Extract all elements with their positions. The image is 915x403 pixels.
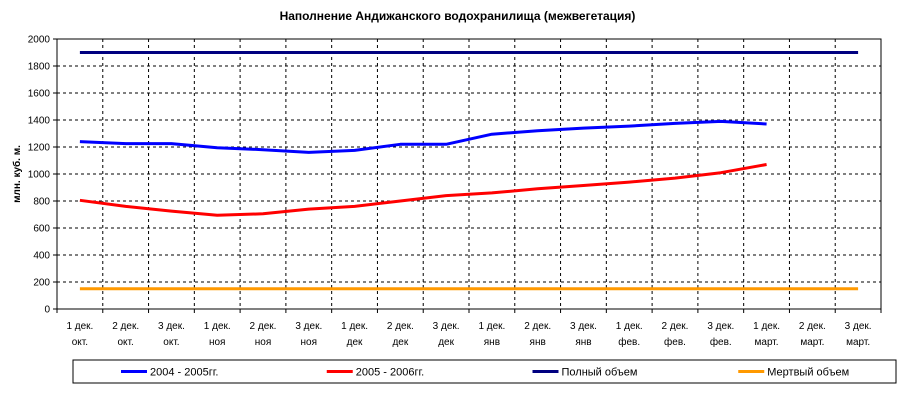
x-tick-label-line1: 2 дек. — [662, 321, 689, 332]
x-tick-label-line2: дек — [438, 337, 454, 348]
x-tick-label-line2: март. — [800, 337, 824, 348]
x-tick-label-line2: дек — [347, 337, 363, 348]
y-tick-label: 1600 — [28, 89, 51, 100]
x-tick-label-line2: окт. — [163, 337, 179, 348]
legend: 2004 - 2005гг. 2005 - 2006гг. Полный объем… — [72, 359, 897, 384]
x-tick-label-line1: 1 дек. — [616, 321, 643, 332]
x-tick-label: 2 дек. окт. — [112, 321, 139, 348]
x-tick-label-line2: янв — [575, 337, 591, 348]
x-tick-label-line2: ноя — [209, 337, 226, 348]
x-tick-label-line2: янв — [484, 337, 500, 348]
x-tick-label: 3 дек. март. — [845, 321, 872, 348]
series-line-1 — [79, 119, 767, 154]
x-tick-label-line2: янв — [530, 337, 546, 348]
x-tick-label-line1: 3 дек. — [158, 321, 185, 332]
x-tick-label-line1: 2 дек. — [387, 321, 414, 332]
x-tick-label-line1: 3 дек. — [295, 321, 322, 332]
x-tick-label-line1: 1 дек. — [341, 321, 368, 332]
x-tick-label-line2: ноя — [301, 337, 318, 348]
x-tick-label-line1: 2 дек. — [250, 321, 277, 332]
x-tick-label: 2 дек. фев. — [662, 321, 689, 348]
x-tick-label: 3 дек. окт. — [158, 321, 185, 348]
legend-label-2: 2005 - 2006гг. — [356, 367, 424, 379]
y-tick-label: 400 — [33, 251, 50, 262]
x-tick-label-line1: 1 дек. — [66, 321, 93, 332]
x-tick-label: 1 дек. ноя — [204, 321, 231, 348]
x-tick-label: 1 дек. дек — [341, 321, 368, 348]
x-tick-label-line2: март. — [846, 337, 870, 348]
legend-box — [72, 359, 897, 384]
x-tick-label: 3 дек. ноя — [295, 321, 322, 348]
x-tick-label: 2 дек. ноя — [250, 321, 277, 348]
x-tick-label-line1: 1 дек. — [478, 321, 505, 332]
x-tick-label: 1 дек. фев. — [616, 321, 643, 348]
y-tick-label: 600 — [33, 224, 50, 235]
x-tick-label: 1 дек. янв — [478, 321, 505, 348]
y-tick-label: 800 — [33, 197, 50, 208]
x-tick-label-line2: ноя — [255, 337, 272, 348]
x-tick-label: 1 дек. окт. — [66, 321, 93, 348]
chart-title: Наполнение Андижанского водохранилища (м… — [279, 9, 636, 23]
y-tick-label: 1000 — [28, 170, 51, 181]
x-tick-label-line2: окт. — [72, 337, 88, 348]
x-tick-label-line2: фев. — [710, 336, 732, 348]
plot-area: 0 200 400 600 800 1000 1200 1400 1600 1800 2000 1 д… — [11, 35, 882, 348]
x-tick-label: 3 дек. дек — [433, 321, 460, 348]
y-tick-label: 0 — [44, 305, 50, 316]
y-tick-label: 2000 — [28, 35, 51, 46]
x-tick-label-line2: март. — [755, 337, 779, 348]
x-tick-label: 3 дек. фев. — [707, 321, 734, 348]
x-tick-label-line1: 3 дек. — [433, 321, 460, 332]
x-tick-label: 2 дек. дек — [387, 321, 414, 348]
x-tick-label-line1: 3 дек. — [845, 321, 872, 332]
y-tick-label: 200 — [33, 278, 50, 289]
x-tick-label: 2 дек. янв — [524, 321, 551, 348]
x-tick-label-line2: фев. — [618, 336, 640, 348]
x-tick-label-line1: 2 дек. — [112, 321, 139, 332]
y-tick-label: 1400 — [28, 116, 51, 127]
x-tick-label-line1: 3 дек. — [570, 321, 597, 332]
y-tick-label: 1200 — [28, 143, 51, 154]
legend-label-3: Полный объем — [562, 367, 638, 379]
x-tick-label-line2: окт. — [118, 337, 134, 348]
x-tick-label-line2: дек — [392, 337, 408, 348]
legend-label-4: Мертвый объем — [767, 367, 849, 379]
x-tick-label-line1: 3 дек. — [707, 321, 734, 332]
x-tick-label-line1: 2 дек. — [799, 321, 826, 332]
x-tick-label: 3 дек. янв — [570, 321, 597, 348]
x-tick-label-line1: 1 дек. — [204, 321, 231, 332]
x-tick-label-line1: 1 дек. — [753, 321, 780, 332]
x-tick-label: 1 дек. март. — [753, 321, 780, 348]
x-tick-label-line1: 2 дек. — [524, 321, 551, 332]
x-tick-label-line2: фев. — [664, 336, 686, 348]
legend-label-1: 2004 - 2005гг. — [150, 367, 218, 379]
y-axis-label: млн. куб. м. — [11, 145, 23, 203]
series-line-2 — [79, 163, 767, 217]
x-tick-label: 2 дек. март. — [799, 321, 826, 348]
y-tick-label: 1800 — [28, 62, 51, 73]
